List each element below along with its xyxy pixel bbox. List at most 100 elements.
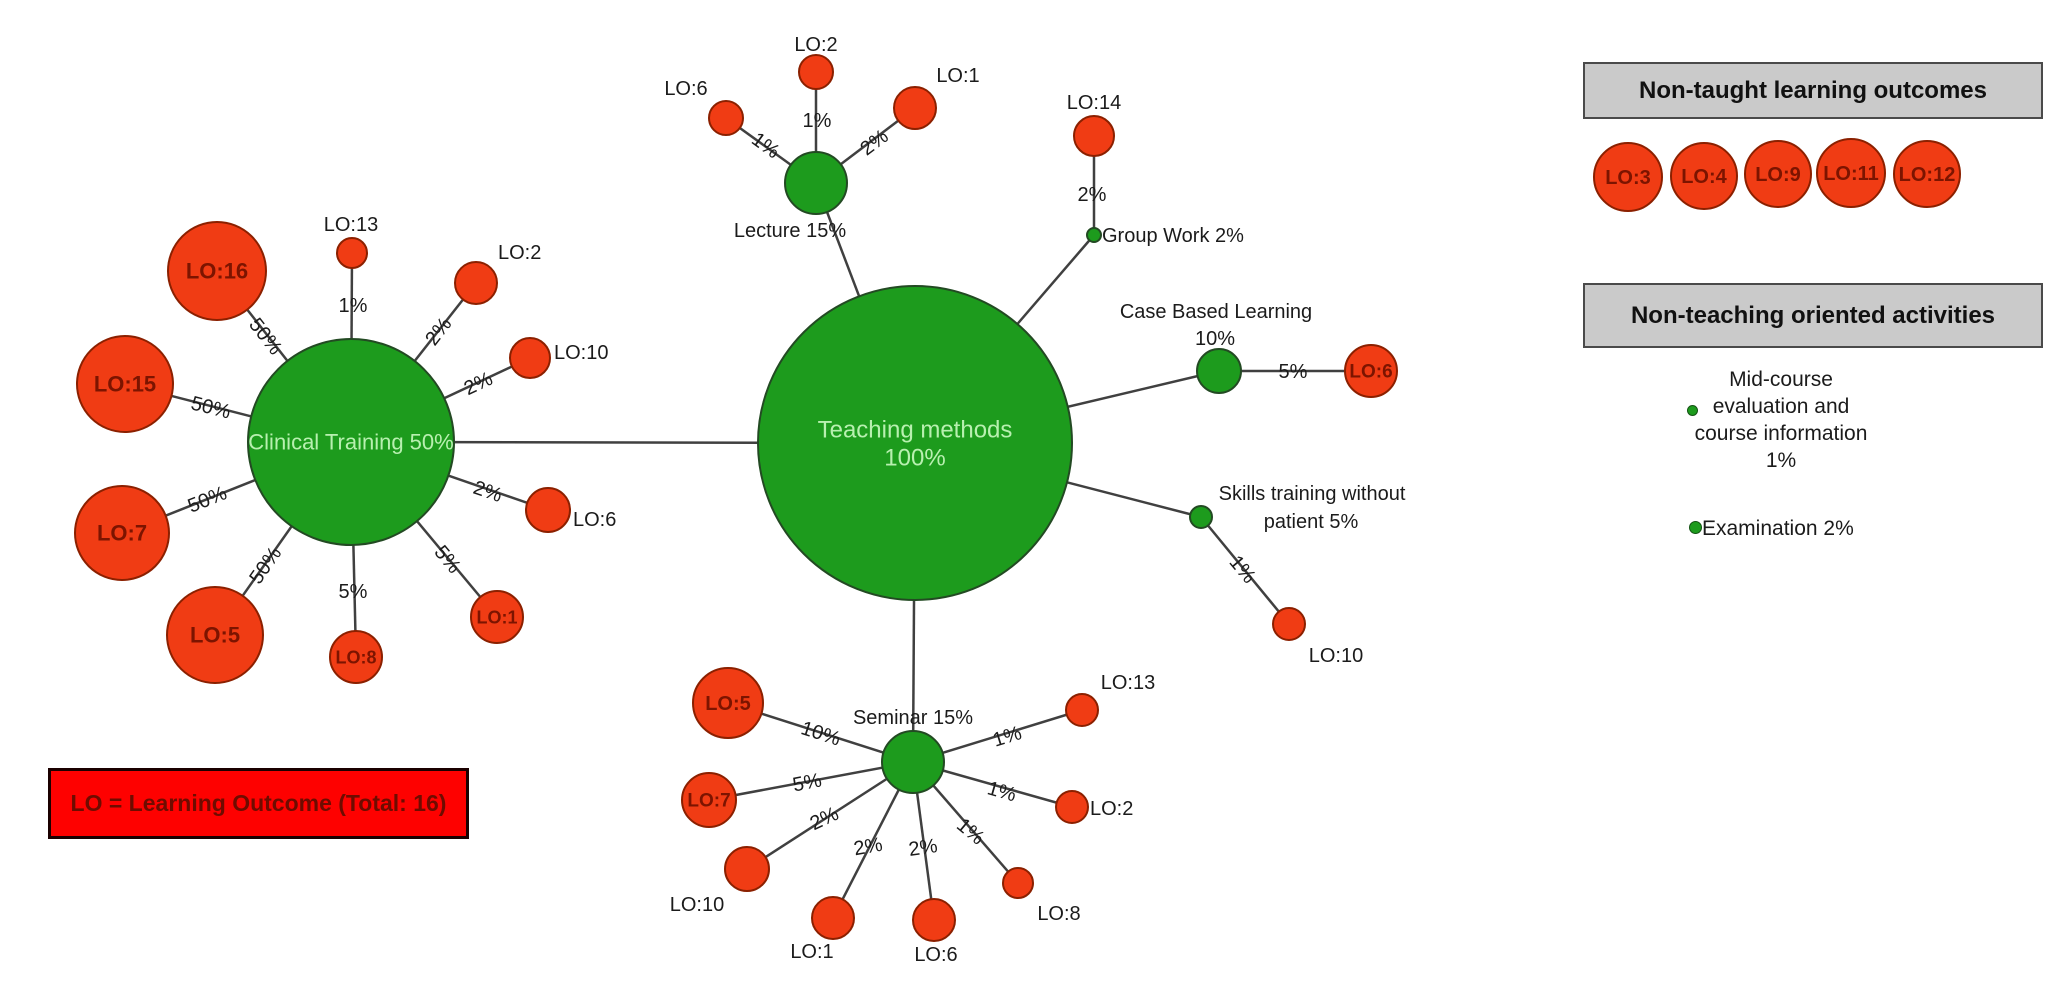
outcome-node-s13 <box>1065 693 1099 727</box>
outcome-node-c8 <box>329 630 383 684</box>
node-label-teaching: Teaching methods <box>818 416 1013 443</box>
node-ext-label-c10-0: LO:10 <box>554 342 608 364</box>
mid-course-line-2: evaluation and <box>1712 395 1850 418</box>
node-ext-label-g14-0: LO:14 <box>1067 92 1121 114</box>
edge-seminar-s7 <box>708 760 914 802</box>
node-ext-label-s10-0: LO:10 <box>670 894 724 916</box>
node-ext-label-s1-0: LO:1 <box>790 941 833 963</box>
outcome-node-c16 <box>167 221 267 321</box>
outcome-node-c2 <box>454 261 498 305</box>
node-ext-label-seminar-0: Seminar 15% <box>853 707 973 729</box>
node-label-teaching: 100% <box>884 444 945 471</box>
node-ext-label-sk10-0: LO:10 <box>1309 645 1363 667</box>
node-ext-label-s6-0: LO:6 <box>914 944 957 966</box>
mid-course-dot <box>1687 405 1698 416</box>
method-node-lecture <box>784 151 848 215</box>
outcome-node-nt3 <box>1593 142 1663 212</box>
node-ext-label-skills-1: patient 5% <box>1264 511 1359 533</box>
non-teaching-activities-title: Non-teaching oriented activities <box>1630 301 1996 329</box>
edge-label-seminar-s13: 1% <box>990 722 1024 752</box>
edge-label-lecture-l2: 1% <box>803 110 832 132</box>
outcome-node-c15 <box>76 335 174 433</box>
mid-course-line-4: 1% <box>1765 449 1797 472</box>
node-ext-label-s13-0: LO:13 <box>1101 672 1155 694</box>
edge-label-clinical-c10: 2% <box>461 368 497 400</box>
edge-label-clinical-c8: 5% <box>339 581 368 603</box>
node-ext-label-c2-0: LO:2 <box>498 242 541 264</box>
edge-label-seminar-s5: 10% <box>798 717 843 750</box>
node-label-c7: LO:7 <box>97 521 147 546</box>
edge-label-clinical-c13: 1% <box>339 295 368 317</box>
non-taught-outcomes-title: Non-taught learning outcomes <box>1639 76 1987 104</box>
node-ext-label-s2-0: LO:2 <box>1090 798 1133 820</box>
node-label-s5: LO:5 <box>705 693 751 715</box>
outcome-node-c6 <box>525 487 571 533</box>
edge-skills-sk10 <box>1200 516 1290 625</box>
node-ext-label-casebased-1: 10% <box>1195 328 1235 350</box>
edge-label-seminar-s6: 2% <box>907 835 939 861</box>
method-node-groupwork <box>1086 227 1102 243</box>
outcome-node-s5 <box>692 667 764 739</box>
node-ext-label-c6-0: LO:6 <box>573 509 616 531</box>
node-ext-label-groupwork-0: Group Work 2% <box>1102 225 1244 247</box>
outcome-node-s7 <box>681 772 737 828</box>
outcome-node-nt12 <box>1893 140 1961 208</box>
outcome-node-sk10 <box>1272 607 1306 641</box>
outcome-node-g14 <box>1073 115 1115 157</box>
node-ext-label-casebased-0: Case Based Learning <box>1120 301 1312 323</box>
method-node-skills <box>1189 505 1213 529</box>
node-label-nt4: LO:4 <box>1681 166 1727 188</box>
edge-label-groupwork-g14: 2% <box>1078 184 1107 206</box>
node-label-c5: LO:5 <box>190 623 240 648</box>
node-label-nt12: LO:12 <box>1899 164 1956 186</box>
outcome-node-s10 <box>724 846 770 892</box>
examination-label: Examination 2% <box>1702 517 1854 540</box>
outcome-node-l1 <box>893 86 937 130</box>
edge-label-seminar-s1: 2% <box>852 834 885 861</box>
node-label-c1: LO:1 <box>476 607 517 627</box>
outcome-node-s2 <box>1055 790 1089 824</box>
outcome-node-c5 <box>166 586 264 684</box>
node-ext-label-c13-0: LO:13 <box>324 214 378 236</box>
node-label-clinical: Clinical Training 50% <box>248 430 453 455</box>
edge-label-lecture-l1: 2% <box>856 125 892 160</box>
edge-label-clinical-c15: 50% <box>189 392 233 423</box>
mid-course-line-1: Mid-course <box>1729 368 1833 391</box>
method-node-teaching <box>757 285 1073 601</box>
node-label-cb6: LO:6 <box>1349 362 1392 383</box>
edge-label-clinical-c6: 2% <box>470 477 505 507</box>
node-label-s7: LO:7 <box>687 791 730 812</box>
edge-label-seminar-s7: 5% <box>791 769 824 796</box>
outcome-node-nt9 <box>1744 140 1812 208</box>
node-label-nt9: LO:9 <box>1755 164 1801 186</box>
edge-label-clinical-c7: 50% <box>185 482 231 517</box>
node-ext-label-lecture-0: Lecture 15% <box>734 220 847 242</box>
outcome-node-nt11 <box>1816 138 1886 208</box>
edge-seminar-s10 <box>746 760 914 871</box>
node-label-c16: LO:16 <box>186 259 248 284</box>
mid-course-line-3: course information <box>1694 422 1868 445</box>
outcome-node-c1 <box>470 590 524 644</box>
edge-label-seminar-s2: 1% <box>985 777 1019 806</box>
outcome-node-s8 <box>1002 867 1034 899</box>
outcome-node-s6 <box>912 898 956 942</box>
node-label-c8: LO:8 <box>335 647 376 667</box>
lo-legend-text: LO = Learning Outcome (Total: 16) <box>70 790 447 816</box>
outcome-node-nt4 <box>1670 142 1738 210</box>
outcome-node-c7 <box>74 485 170 581</box>
node-ext-label-l2-0: LO:2 <box>794 34 837 56</box>
method-node-clinical <box>247 338 455 546</box>
examination-dot <box>1689 521 1702 534</box>
node-ext-label-l1-0: LO:1 <box>936 65 979 87</box>
non-taught-outcomes-header: Non-taught learning outcomes <box>1583 62 2043 119</box>
outcome-node-c10 <box>509 337 551 379</box>
node-label-c15: LO:15 <box>94 372 156 397</box>
outcome-node-l6 <box>708 100 744 136</box>
outcome-node-c13 <box>336 237 368 269</box>
outcome-node-cb6 <box>1344 344 1398 398</box>
lo-legend-box: LO = Learning Outcome (Total: 16) <box>48 768 469 839</box>
edge-label-casebased-cb6: 5% <box>1279 361 1308 383</box>
node-label-nt3: LO:3 <box>1605 167 1651 189</box>
